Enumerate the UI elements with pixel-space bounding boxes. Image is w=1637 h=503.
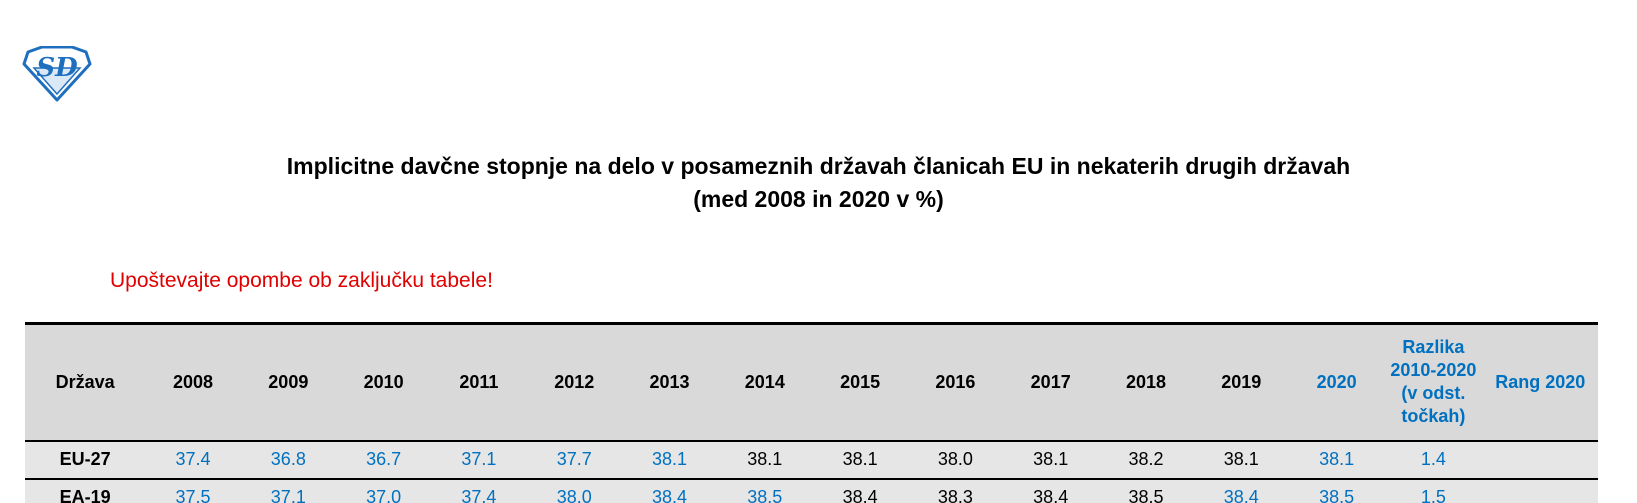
value-cell: 38.1 [651,449,688,469]
value-cell: 38.1 [1319,449,1355,469]
column-header: 2012 [554,371,595,392]
column-header: Razlika 2010-2020 (v odst. točkah) [1390,337,1477,427]
value-cell: 38.4 [651,487,688,503]
value-cell: 37.1 [461,449,497,469]
value-cell: 37.4 [461,487,497,503]
value-cell: 37.5 [175,487,211,503]
value-cell: 37.1 [270,487,306,503]
value-cell: 38.1 [1033,449,1069,469]
column-header: 2014 [744,371,785,392]
value-cell: 38.1 [747,449,783,469]
value-cell: 37.4 [175,449,211,469]
value-cell: 38.3 [937,487,973,503]
value-cell: 38.5 [1319,487,1355,503]
table-body: EU-27 37.4 36.8 36.7 37.1 37.7 38.1 38.1 38.1 38.… [25,440,1598,503]
value-cell: 36.8 [270,449,306,469]
value-cell: 38.5 [1128,487,1164,503]
column-header: 2009 [268,371,309,392]
column-header: 2020 [1316,371,1357,392]
value-cell: 1.4 [1420,449,1446,469]
data-table-container: Država 2008 2009 2010 2011 2012 2013 2014 2015 20… [25,322,1598,503]
column-header: 2011 [459,371,499,392]
value-cell: 37.7 [556,449,592,469]
notes-warning: Upoštevajte opombe ob zaključku tabele! [110,269,493,292]
value-cell: 36.7 [366,449,402,469]
title-line-2: (med 2008 in 2020 v %) [693,186,944,212]
value-cell [1483,479,1598,503]
column-header: 2010 [363,371,404,392]
value-cell: 38.1 [1223,449,1259,469]
column-header: 2013 [649,371,690,392]
column-header: 2008 [173,371,214,392]
value-cell: 38.4 [842,487,878,503]
title-line-1: Implicitne davčne stopnje na delo v posa… [286,153,1351,179]
page-title: Implicitne davčne stopnje na delo v posa… [0,150,1637,216]
sd-logo-icon: SD [22,46,92,102]
column-header: 2015 [840,371,881,392]
value-cell [1483,441,1598,479]
table-row: EU-27 37.4 36.8 36.7 37.1 37.7 38.1 38.1 38.1 38.… [25,440,1598,479]
tax-rate-table: Država 2008 2009 2010 2011 2012 2013 2014 2015 20… [25,322,1598,503]
column-header: 2018 [1125,371,1167,392]
column-header: Država [55,371,115,392]
value-cell: 38.0 [937,449,973,469]
value-cell: 38.2 [1128,449,1164,469]
column-header: Rang 2020 [1495,371,1586,392]
logo-text: SD [36,53,78,83]
country-cell: EU-27 [59,449,111,469]
value-cell: 1.5 [1420,487,1446,503]
value-cell: 37.0 [366,487,402,503]
value-cell: 38.0 [556,487,592,503]
table-header-row: Država 2008 2009 2010 2011 2012 2013 2014 2015 20… [25,323,1598,441]
column-header: 2019 [1221,371,1262,392]
table-row: EA-19 37.5 37.1 37.0 37.4 38.0 38.4 38.5 38.4 38.… [25,478,1598,503]
country-cell: EA-19 [59,487,111,503]
column-header: 2017 [1030,371,1071,392]
value-cell: 38.4 [1033,487,1069,503]
value-cell: 38.5 [747,487,783,503]
value-cell: 38.1 [842,449,878,469]
value-cell: 38.4 [1223,487,1259,503]
column-header: 2016 [935,371,976,392]
